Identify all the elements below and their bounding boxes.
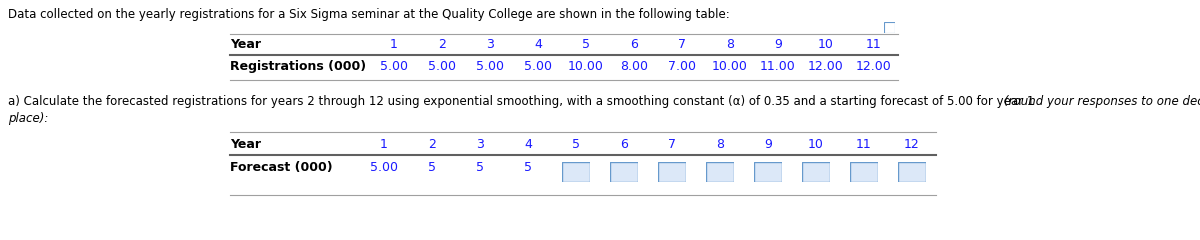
Text: 11: 11 xyxy=(866,38,882,51)
Text: 5: 5 xyxy=(428,161,436,174)
Text: 5.00: 5.00 xyxy=(370,161,398,174)
Text: 7: 7 xyxy=(678,38,686,51)
Text: 5: 5 xyxy=(476,161,484,174)
Text: 6: 6 xyxy=(630,38,638,51)
Text: 10.00: 10.00 xyxy=(568,60,604,73)
Text: 12: 12 xyxy=(904,138,920,151)
Text: 11.00: 11.00 xyxy=(760,60,796,73)
Text: 10.00: 10.00 xyxy=(712,60,748,73)
Text: 1: 1 xyxy=(390,38,398,51)
Text: 2: 2 xyxy=(438,38,446,51)
Text: 5.00: 5.00 xyxy=(428,60,456,73)
Text: 5: 5 xyxy=(582,38,590,51)
Text: 1: 1 xyxy=(380,138,388,151)
Text: 8: 8 xyxy=(726,38,734,51)
Text: 7.00: 7.00 xyxy=(668,60,696,73)
Text: 10: 10 xyxy=(808,138,824,151)
Text: 5: 5 xyxy=(524,161,532,174)
Text: 10: 10 xyxy=(818,38,834,51)
Text: 4: 4 xyxy=(534,38,542,51)
Text: Year: Year xyxy=(230,38,262,51)
Text: 5.00: 5.00 xyxy=(380,60,408,73)
Text: place):: place): xyxy=(8,112,48,125)
Text: 5.00: 5.00 xyxy=(476,60,504,73)
Text: 12.00: 12.00 xyxy=(808,60,844,73)
Text: 7: 7 xyxy=(668,138,676,151)
Text: Forecast (000): Forecast (000) xyxy=(230,161,332,174)
Text: 5: 5 xyxy=(572,138,580,151)
Text: a) Calculate the forecasted registrations for years 2 through 12 using exponenti: a) Calculate the forecasted registration… xyxy=(8,95,1038,108)
Text: 9: 9 xyxy=(764,138,772,151)
Text: Data collected on the yearly registrations for a Six Sigma seminar at the Qualit: Data collected on the yearly registratio… xyxy=(8,8,730,21)
Text: 4: 4 xyxy=(524,138,532,151)
Text: 11: 11 xyxy=(856,138,872,151)
Text: 8: 8 xyxy=(716,138,724,151)
Text: 5.00: 5.00 xyxy=(524,60,552,73)
Text: (round your responses to one decimal: (round your responses to one decimal xyxy=(1004,95,1200,108)
Text: 6: 6 xyxy=(620,138,628,151)
Text: Year: Year xyxy=(230,138,262,151)
Text: 9: 9 xyxy=(774,38,782,51)
Text: 12.00: 12.00 xyxy=(856,60,892,73)
Text: 8.00: 8.00 xyxy=(620,60,648,73)
Text: 3: 3 xyxy=(476,138,484,151)
Text: 2: 2 xyxy=(428,138,436,151)
Text: 3: 3 xyxy=(486,38,494,51)
Text: Registrations (000): Registrations (000) xyxy=(230,60,366,73)
